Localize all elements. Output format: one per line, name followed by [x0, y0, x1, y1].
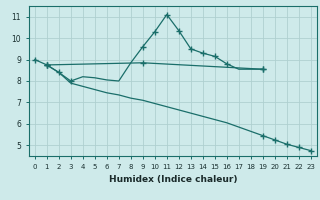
- X-axis label: Humidex (Indice chaleur): Humidex (Indice chaleur): [108, 175, 237, 184]
